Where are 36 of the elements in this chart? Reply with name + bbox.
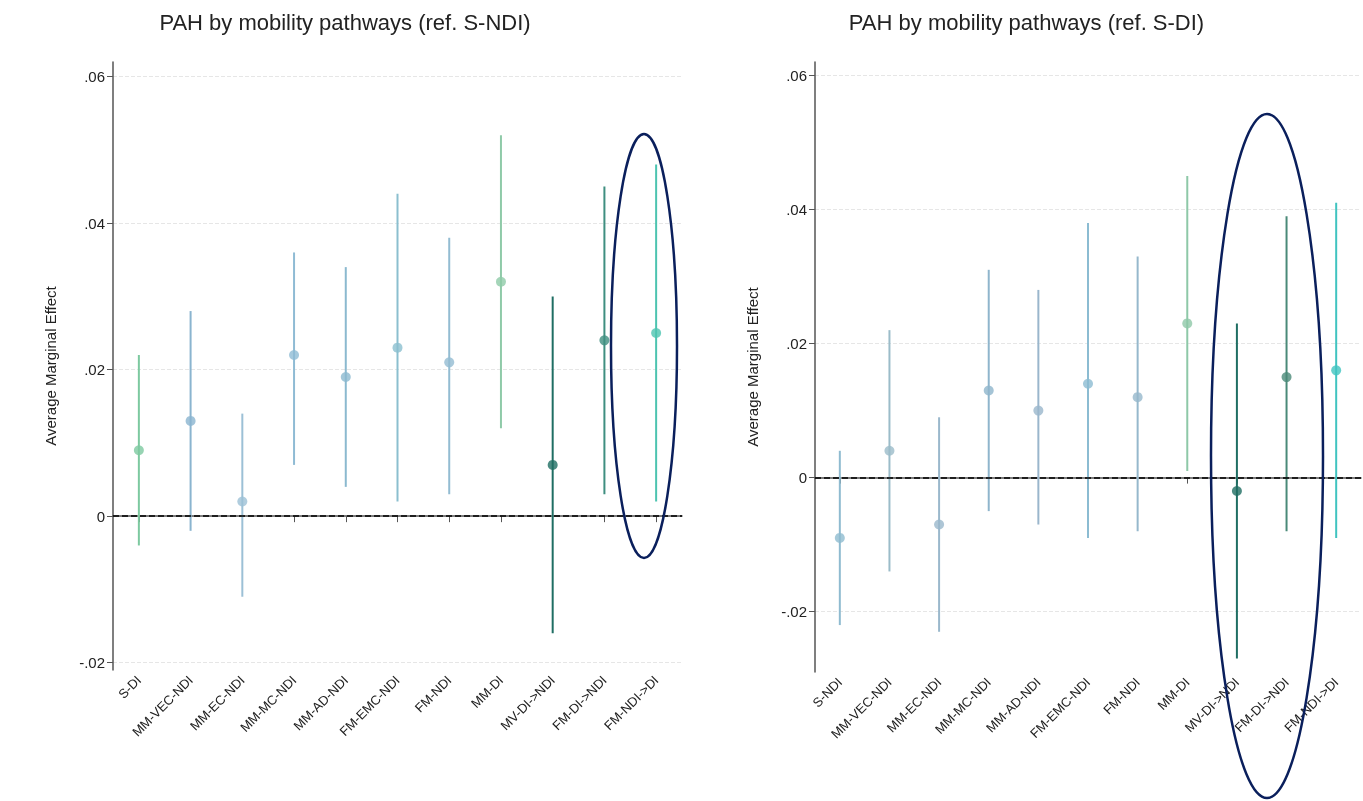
y-tick-label: 0	[798, 469, 807, 487]
point	[983, 385, 994, 396]
point	[237, 496, 248, 507]
chart-title: PAH by mobility pathways (ref. S-DI)	[848, 9, 1205, 35]
y-tick-label: -.02	[781, 603, 807, 621]
point	[1281, 372, 1292, 383]
y-tick-label: .06	[786, 66, 807, 84]
chart-title: PAH by mobility pathways (ref. S-NDI)	[159, 9, 531, 35]
y-tick-label: .02	[786, 335, 807, 353]
y-tick-label: -.02	[79, 654, 105, 672]
point	[1132, 392, 1143, 403]
y-tick-label: .06	[84, 68, 105, 86]
point	[834, 532, 845, 543]
y-tick-label: 0	[96, 507, 105, 525]
point	[1182, 318, 1193, 329]
point	[884, 445, 895, 456]
point	[185, 415, 196, 426]
point	[1331, 365, 1342, 376]
y-tick-label: .04	[786, 200, 807, 218]
point	[392, 342, 403, 353]
point	[934, 519, 945, 530]
point	[547, 459, 558, 470]
point	[495, 276, 506, 287]
point	[444, 357, 455, 368]
y-axis-title: Average Marginal Effect	[42, 285, 59, 446]
y-axis-title: Average Marginal Effect	[744, 286, 761, 447]
y-tick-label: .02	[84, 361, 105, 379]
point	[289, 350, 300, 361]
point	[651, 328, 662, 339]
point	[1083, 378, 1093, 389]
y-tick-label: .04	[84, 214, 105, 232]
point	[133, 445, 144, 456]
point	[599, 335, 610, 346]
point	[1231, 486, 1242, 497]
point	[340, 371, 351, 382]
point	[1033, 405, 1044, 416]
